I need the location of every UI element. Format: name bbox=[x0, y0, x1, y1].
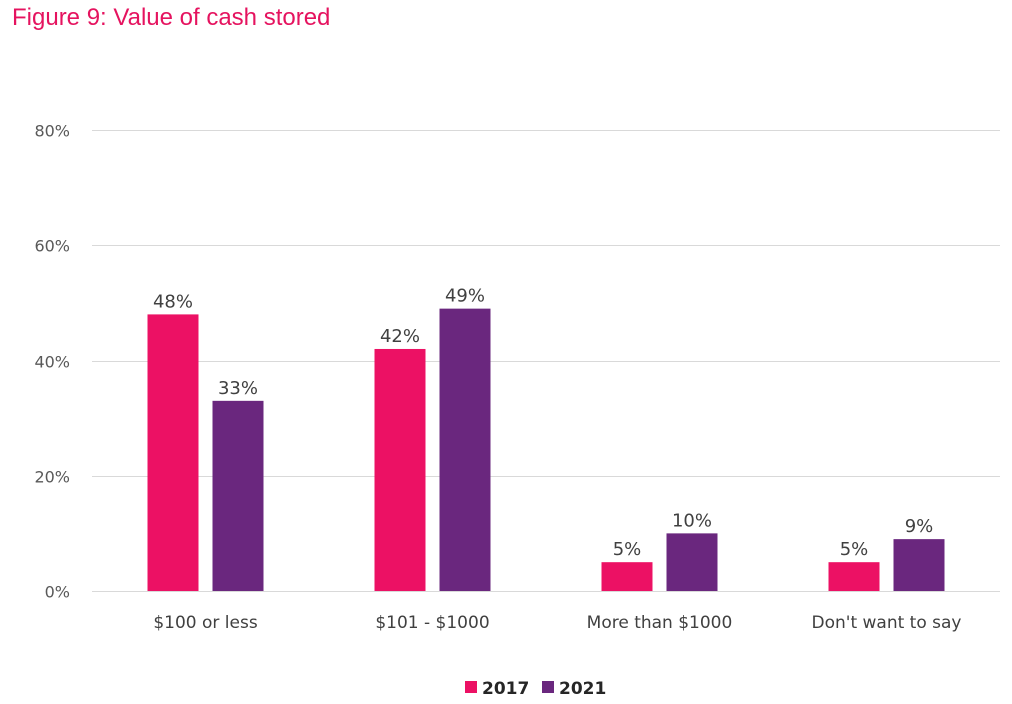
bar-2017 bbox=[374, 348, 426, 591]
data-labels: 48% 33% 42% 49% 5% 10% 5% 9% bbox=[153, 286, 933, 561]
bar-2017 bbox=[601, 562, 653, 591]
x-category-label: $100 or less bbox=[153, 613, 258, 633]
bar-2021 bbox=[212, 400, 264, 591]
y-tick-label: 60% bbox=[34, 237, 70, 256]
legend-swatch bbox=[465, 681, 477, 693]
x-axis-categories: $100 or less $101 - $1000 More than $1000 D… bbox=[153, 613, 961, 633]
y-tick-label: 40% bbox=[34, 353, 70, 372]
bar-2017 bbox=[147, 314, 199, 591]
data-label: 10% bbox=[672, 510, 712, 531]
data-label: 33% bbox=[218, 378, 258, 399]
data-label: 48% bbox=[153, 291, 193, 312]
data-label: 9% bbox=[905, 516, 934, 537]
y-tick-label: 0% bbox=[45, 583, 70, 602]
data-label: 5% bbox=[613, 539, 642, 560]
bar-2021 bbox=[439, 308, 491, 591]
y-axis-ticks: 0% 20% 40% 60% 80% bbox=[34, 122, 70, 602]
y-tick-label: 80% bbox=[34, 122, 70, 141]
legend: 2017 2021 bbox=[465, 679, 606, 699]
chart-title: Figure 9: Value of cash stored bbox=[12, 4, 331, 31]
legend-label: 2017 bbox=[482, 679, 529, 699]
bar-2017 bbox=[828, 562, 880, 591]
x-category-label: $101 - $1000 bbox=[375, 613, 489, 633]
legend-swatch bbox=[542, 681, 554, 693]
legend-label: 2021 bbox=[559, 679, 606, 699]
bar-2021 bbox=[893, 539, 945, 591]
data-label: 42% bbox=[380, 326, 420, 347]
data-label: 49% bbox=[445, 286, 485, 307]
x-category-label: More than $1000 bbox=[587, 613, 733, 633]
data-label: 5% bbox=[840, 539, 869, 560]
y-tick-label: 20% bbox=[34, 468, 70, 487]
bars bbox=[147, 308, 945, 591]
bar-2021 bbox=[666, 533, 718, 591]
x-category-label: Don't want to say bbox=[812, 613, 962, 633]
